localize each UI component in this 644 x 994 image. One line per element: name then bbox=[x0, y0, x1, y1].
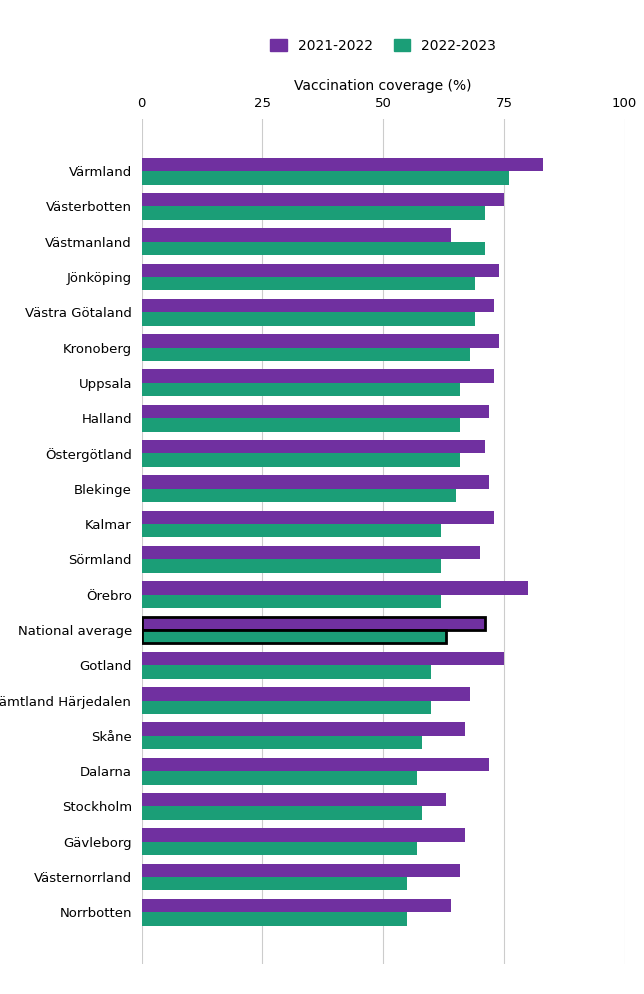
Bar bbox=[142, 171, 509, 185]
Bar bbox=[142, 687, 470, 701]
Bar bbox=[142, 242, 484, 255]
Legend: 2021-2022, 2022-2023: 2021-2022, 2022-2023 bbox=[265, 33, 502, 59]
Bar bbox=[142, 723, 465, 736]
Bar bbox=[142, 652, 504, 665]
Bar bbox=[142, 864, 460, 877]
Bar bbox=[142, 263, 499, 277]
Bar bbox=[142, 842, 417, 855]
Bar bbox=[142, 475, 489, 489]
Bar bbox=[142, 757, 489, 771]
Bar bbox=[142, 299, 494, 312]
Bar bbox=[142, 912, 407, 925]
Bar bbox=[142, 793, 446, 806]
Bar bbox=[142, 630, 446, 643]
Bar bbox=[142, 370, 494, 383]
Bar bbox=[142, 616, 484, 630]
Bar bbox=[142, 771, 417, 784]
Bar bbox=[142, 418, 460, 431]
Bar bbox=[142, 511, 494, 524]
Bar bbox=[142, 546, 480, 560]
Bar bbox=[142, 312, 475, 326]
Bar bbox=[142, 193, 504, 207]
Bar bbox=[142, 594, 441, 608]
Bar bbox=[142, 207, 484, 220]
Bar bbox=[142, 405, 489, 418]
Bar bbox=[142, 277, 475, 290]
Bar bbox=[142, 489, 455, 502]
Bar bbox=[142, 383, 460, 397]
Bar bbox=[142, 665, 431, 679]
X-axis label: Vaccination coverage (%): Vaccination coverage (%) bbox=[294, 79, 472, 92]
Bar bbox=[142, 453, 460, 467]
Bar bbox=[142, 630, 446, 643]
Bar bbox=[142, 736, 422, 749]
Bar bbox=[142, 828, 465, 842]
Bar bbox=[142, 229, 451, 242]
Bar bbox=[142, 701, 431, 714]
Bar bbox=[142, 899, 451, 912]
Bar bbox=[142, 334, 499, 348]
Bar bbox=[142, 348, 470, 361]
Bar bbox=[142, 524, 441, 538]
Bar bbox=[142, 581, 528, 594]
Bar bbox=[142, 560, 441, 573]
Bar bbox=[142, 158, 542, 171]
Bar bbox=[142, 877, 407, 891]
Bar bbox=[142, 806, 422, 820]
Bar bbox=[142, 440, 484, 453]
Bar bbox=[142, 616, 484, 630]
